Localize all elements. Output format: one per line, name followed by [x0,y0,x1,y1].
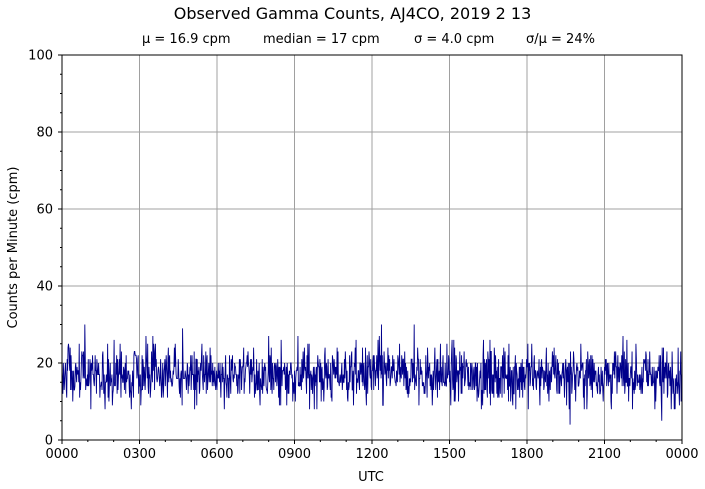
x-tick-label: 1500 [433,447,466,462]
data-series [61,324,683,425]
stats-row: μ = 16.9 cpm median = 17 cpm σ = 4.0 cpm… [0,32,705,48]
x-tick-label: 0000 [45,447,78,462]
x-tick-label: 0000 [665,447,698,462]
chart-title: Observed Gamma Counts, AJ4CO, 2019 2 13 [173,4,532,23]
x-tick-label: 0600 [200,447,233,462]
y-tick-label: 20 [36,357,53,372]
x-tick-label: 1800 [510,447,543,462]
y-tick-label: 100 [28,49,53,64]
y-tick-label: 40 [36,280,53,295]
y-axis-label: Counts per Minute (cpm) [6,167,21,329]
y-axis-ticks: 0 20 40 60 80 100 [28,49,62,449]
stat-std: σ = 4.0 cpm [414,32,495,47]
x-tick-label: 1200 [355,447,388,462]
stat-median: median = 17 cpm [263,32,380,47]
x-tick-label: 0300 [123,447,156,462]
x-axis-ticks: 0000 0300 0600 0900 1200 1500 1800 2100 0000 [45,440,699,462]
stat-cv: σ/μ = 24% [526,32,595,47]
x-tick-label: 2100 [588,447,621,462]
x-axis-label: UTC [358,470,384,485]
stat-mean: μ = 16.9 cpm [142,32,231,47]
y-tick-label: 60 [36,203,53,218]
x-tick-label: 0900 [278,447,311,462]
y-tick-label: 0 [45,434,53,449]
gamma-counts-line [61,324,683,425]
y-tick-label: 80 [36,126,53,141]
